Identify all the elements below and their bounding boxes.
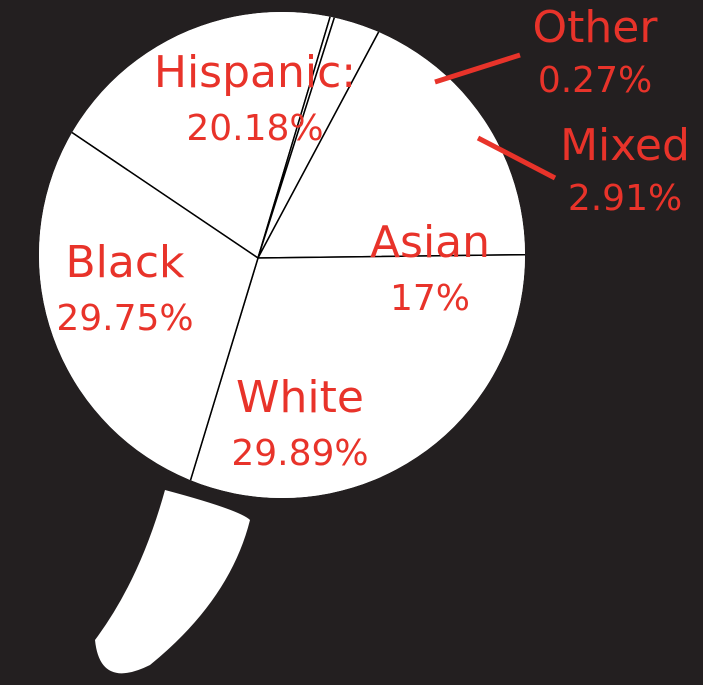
slice-label: White	[236, 372, 364, 423]
chart: Hispanic: 20.18% Other 0.27% Mixed 2.91% Asian…	[0, 0, 703, 685]
slice-label: Black	[65, 237, 185, 288]
slice-value: 2.91%	[568, 178, 682, 219]
slice-label: Hispanic:	[154, 47, 356, 98]
slice-label: Asian	[370, 217, 490, 268]
slice-value: 20.18%	[186, 108, 323, 149]
slice-value: 0.27%	[538, 60, 652, 101]
slice-value: 17%	[390, 278, 470, 319]
slice-value: 29.89%	[231, 433, 368, 474]
slice-label: Mixed	[560, 120, 690, 171]
slice-value: 29.75%	[56, 298, 193, 339]
slice-label: Other	[533, 2, 659, 53]
